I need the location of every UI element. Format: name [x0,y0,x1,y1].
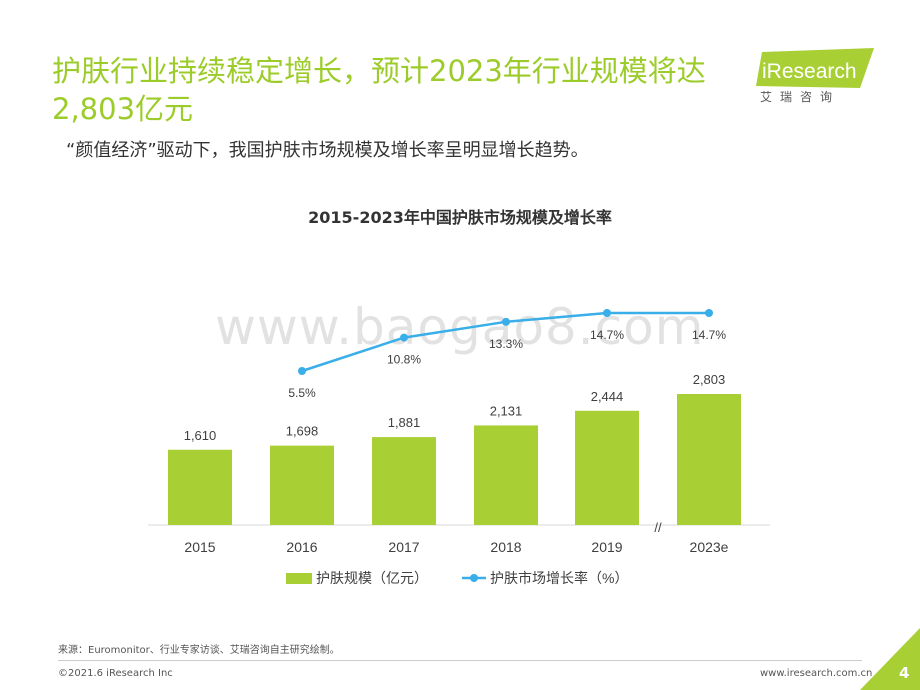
page-subtitle: “颜值经济”驱动下，我国护肤市场规模及增长率呈明显增长趋势。 [66,140,589,161]
chart-title: 2015-2023年中国护肤市场规模及增长率 [308,208,612,227]
rate-point-2018 [502,317,510,326]
market-chart: 1,610 2015 1,698 2016 1,881 2017 2,131 2018 2,44… [148,309,770,586]
logo-text: iResearch [762,60,857,83]
legend-line-label: 护肤市场增长率（%） [490,570,628,586]
corner-decoration [860,628,920,690]
rate-label-2017: 10.8% [387,353,421,367]
bar-label-2017: 1,881 [388,415,421,430]
rate-point-2017 [400,333,408,342]
x-tick-2018: 2018 [490,539,521,555]
x-tick-2019: 2019 [591,539,622,555]
bar-label-2015: 1,610 [184,428,217,443]
bar-label-2016: 1,698 [286,424,319,439]
axis-break-marker: // [654,520,662,535]
rate-label-2016: 5.5% [288,386,316,400]
bar-label-2019: 2,444 [591,389,624,404]
x-tick-2015: 2015 [184,539,215,555]
footer-url[interactable]: www.iresearch.com.cn [760,668,873,679]
bar-2015 [168,449,232,525]
bar-2018 [474,425,538,525]
legend-line-marker [470,574,478,582]
legend-bar-swatch [286,573,312,584]
iresearch-logo: iResearch [756,48,874,88]
copyright: ©2021.6 iResearch Inc [58,668,173,679]
bar-label-2018: 2,131 [490,403,523,418]
x-tick-2023e: 2023e [690,539,729,555]
logo-cn-text: 艾瑞咨询 [760,90,841,104]
bar-label-2023e: 2,803 [693,372,726,387]
page-title: 护肤行业持续稳定增长，预计2023年行业规模将达2,803亿元 [52,54,706,126]
rate-point-2016 [298,367,306,375]
watermark: www.baogao8.com [215,298,705,356]
page-number: 4 [899,664,910,682]
bar-2023e [677,394,741,525]
legend-bar-label: 护肤规模（亿元） [316,570,428,586]
rate-label-2018: 13.3% [489,337,523,351]
footer-divider [58,660,862,661]
x-tick-2016: 2016 [286,539,317,555]
source-note: 来源：Euromonitor、行业专家访谈、艾瑞咨询自主研究绘制。 [58,645,340,656]
bar-2017 [372,437,436,525]
rate-point-2019 [603,309,611,317]
rate-label-2019: 14.7% [590,328,624,342]
bar-2016 [270,445,334,525]
bar-2019 [575,410,639,525]
x-tick-2017: 2017 [388,539,419,555]
rate-label-2023e: 14.7% [692,328,726,342]
rate-point-2023e [705,309,713,317]
